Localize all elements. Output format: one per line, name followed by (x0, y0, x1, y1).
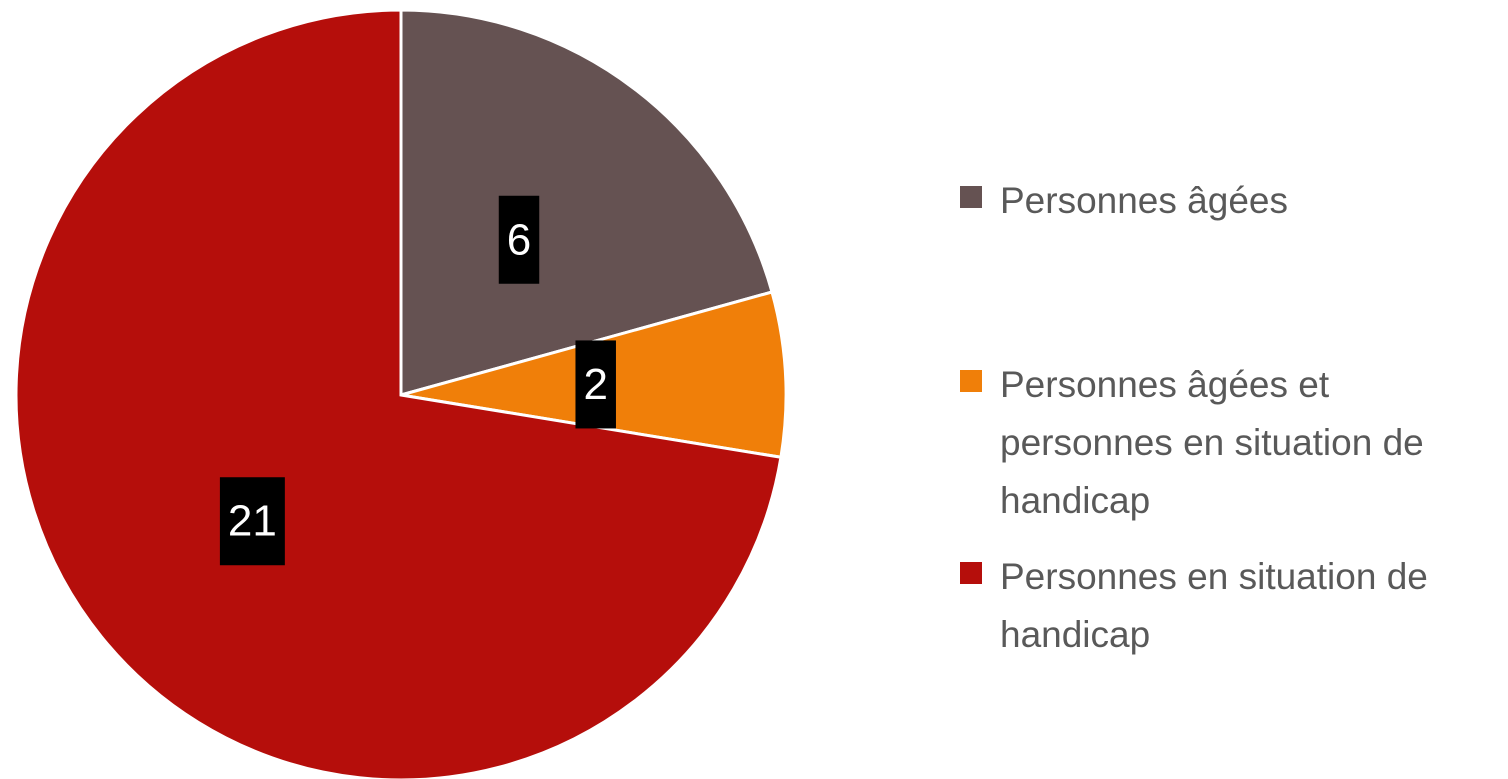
data-label-group: 2 (575, 340, 616, 429)
legend-label: Personnes en situation de handicap (1000, 556, 1428, 655)
data-label-box (498, 195, 540, 284)
legend-label: Personnes âgées et personnes en situatio… (1000, 364, 1424, 521)
data-label-group: 6 (498, 195, 540, 284)
legend-swatch (960, 186, 982, 208)
data-label: 6 (507, 215, 531, 264)
data-label-box (575, 340, 616, 429)
legend-swatch (960, 370, 982, 392)
data-label: 2 (583, 360, 607, 409)
pie-slice (399, 8, 774, 397)
legend-item: Personnes âgées et personnes en situatio… (960, 356, 1500, 530)
legend-label: Personnes âgées (1000, 180, 1288, 221)
pie-slice (14, 8, 783, 779)
legend-swatch (960, 562, 982, 584)
data-label-box (219, 477, 285, 566)
data-label-group: 21 (219, 477, 285, 566)
legend-item: Personnes en situation de handicap (960, 548, 1500, 664)
data-label: 21 (228, 497, 277, 546)
legend-item: Personnes âgées (960, 172, 1500, 230)
